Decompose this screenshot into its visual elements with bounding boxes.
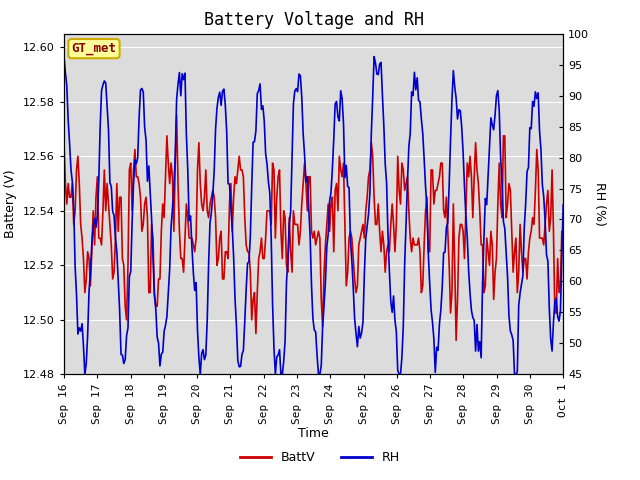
Title: Battery Voltage and RH: Battery Voltage and RH bbox=[204, 11, 424, 29]
X-axis label: Time: Time bbox=[298, 427, 329, 440]
Legend: BattV, RH: BattV, RH bbox=[235, 446, 405, 469]
Text: GT_met: GT_met bbox=[72, 42, 116, 55]
Y-axis label: Battery (V): Battery (V) bbox=[4, 170, 17, 238]
Y-axis label: RH (%): RH (%) bbox=[593, 182, 605, 226]
